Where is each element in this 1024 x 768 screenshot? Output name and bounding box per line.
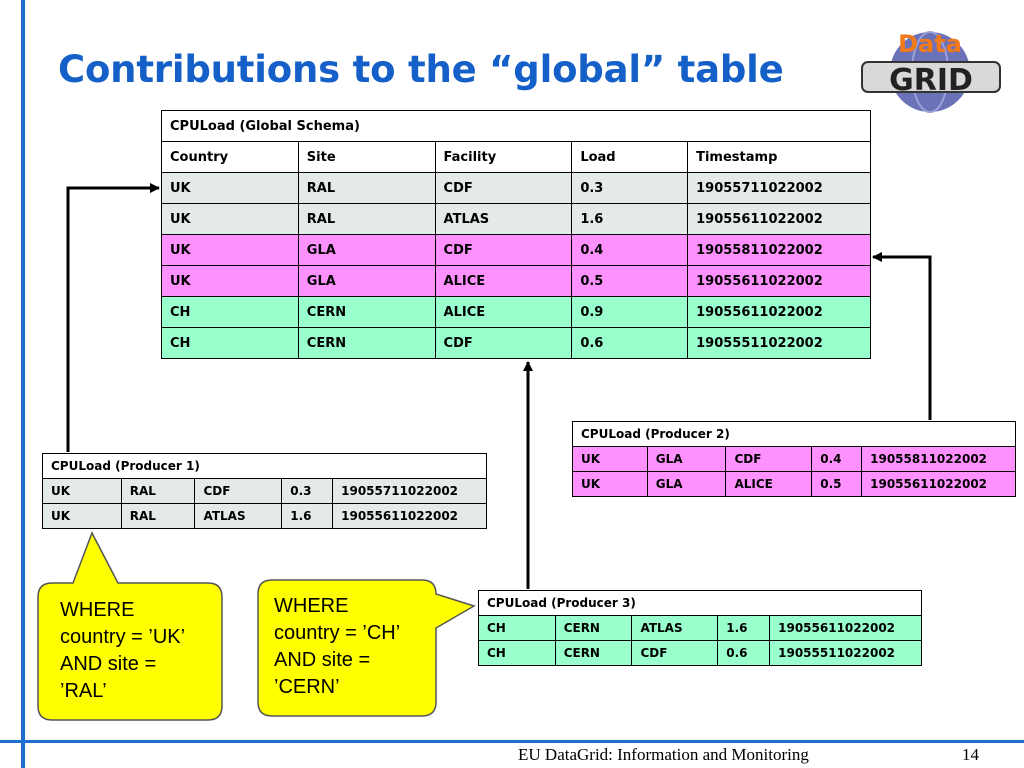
- table-cell: ALICE: [434, 265, 573, 297]
- table-cell: CDF: [631, 640, 719, 666]
- callout2-text: WHERE country = ’CH’ AND site = ’CERN’: [274, 593, 400, 701]
- table-cell: CH: [161, 296, 299, 328]
- table-cell: 1.6: [717, 615, 771, 641]
- table-cell: 19055611022002: [861, 471, 1016, 497]
- table-cell: 19055711022002: [332, 478, 487, 504]
- table-cell: CH: [478, 615, 556, 641]
- table-cell: UK: [161, 172, 299, 204]
- table-cell: 19055511022002: [769, 640, 922, 666]
- table-cell: 0.9: [571, 296, 689, 328]
- column-header: Timestamp: [687, 141, 871, 173]
- callout-line: AND site =: [60, 653, 157, 675]
- callout-line: country = ’UK’: [60, 626, 186, 648]
- table-row: CH CERN CDF 0.6 19055511022002: [478, 640, 922, 666]
- table-row: UK GLA CDF 0.4 19055811022002: [161, 234, 871, 266]
- table-cell: RAL: [120, 478, 196, 504]
- table-cell: RAL: [297, 172, 436, 204]
- callout-line: country = ’CH’: [274, 622, 401, 644]
- table-row: UK GLA ALICE 0.5 19055611022002: [572, 471, 1016, 497]
- table-cell: 0.3: [571, 172, 689, 204]
- producer2-table: CPULoad (Producer 2) UK GLA CDF 0.4 19055811…: [572, 421, 1016, 497]
- svg-text:GRID: GRID: [889, 63, 973, 98]
- callout-line: WHERE: [274, 595, 349, 617]
- table-cell: 19055611022002: [769, 615, 922, 641]
- table-row: UK GLA CDF 0.4 19055811022002: [572, 446, 1016, 472]
- slide-title: Contributions to the “global” table: [58, 48, 784, 91]
- table-cell: 0.4: [571, 234, 689, 266]
- table-cell: ATLAS: [194, 503, 283, 529]
- table-row: CH CERN CDF 0.6 19055511022002: [161, 327, 871, 359]
- callout-line: ’RAL’: [60, 680, 107, 702]
- table-row: UK GLA ALICE 0.5 19055611022002: [161, 265, 871, 297]
- global-schema-table: CPULoad (Global Schema) Country Site Fac…: [161, 110, 871, 359]
- column-header: Site: [297, 141, 436, 173]
- table-cell: RAL: [297, 203, 436, 235]
- datagrid-logo: GRID Data: [861, 30, 1001, 113]
- producer1-table: CPULoad (Producer 1) UK RAL CDF 0.3 19055711…: [42, 453, 487, 529]
- table-row: UK RAL CDF 0.3 19055711022002: [42, 478, 487, 504]
- page-number: 14: [962, 745, 979, 764]
- arrow-producer2-to-global: [872, 252, 932, 420]
- table-cell: ALICE: [725, 471, 813, 497]
- table-cell: GLA: [297, 265, 436, 297]
- table-caption: CPULoad (Producer 3): [478, 590, 922, 616]
- callout1-shape: [37, 531, 223, 721]
- table-cell: UK: [572, 471, 648, 497]
- table-cell: 19055511022002: [687, 327, 871, 359]
- table-cell: UK: [572, 446, 648, 472]
- callout-line: AND site =: [274, 649, 371, 671]
- table-cell: 19055711022002: [687, 172, 871, 204]
- table-cell: GLA: [646, 446, 727, 472]
- callout-line: ’CERN’: [274, 676, 340, 698]
- table-row: CH CERN ALICE 0.9 19055611022002: [161, 296, 871, 328]
- callout1-text: WHERE country = ’UK’ AND site = ’RAL’: [60, 597, 185, 705]
- table-cell: UK: [161, 234, 299, 266]
- table-cell: CDF: [725, 446, 813, 472]
- table-cell: CH: [161, 327, 299, 359]
- table-cell: 0.6: [717, 640, 771, 666]
- table-cell: 0.5: [571, 265, 689, 297]
- table-row: CH CERN ATLAS 1.6 19055611022002: [478, 615, 922, 641]
- table-cell: ALICE: [434, 296, 573, 328]
- table-cell: CERN: [554, 640, 633, 666]
- table-cell: UK: [42, 503, 122, 529]
- left-accent-bar: [21, 0, 25, 768]
- table-cell: CDF: [434, 327, 573, 359]
- svg-text:Data: Data: [898, 30, 962, 58]
- table-cell: GLA: [646, 471, 727, 497]
- table-cell: 0.6: [571, 327, 689, 359]
- table-cell: 0.4: [811, 446, 863, 472]
- column-header: Facility: [434, 141, 573, 173]
- table-cell: 19055611022002: [332, 503, 487, 529]
- table-row: UK RAL ATLAS 1.6 19055611022002: [42, 503, 487, 529]
- table-caption: CPULoad (Global Schema): [161, 110, 871, 142]
- bottom-accent-bar: [0, 740, 1024, 743]
- table-cell: CERN: [297, 296, 436, 328]
- table-cell: 1.6: [281, 503, 334, 529]
- callout-line: WHERE: [60, 599, 135, 621]
- arrow-producer1-to-global: [66, 183, 160, 452]
- table-cell: UK: [42, 478, 122, 504]
- table-cell: 19055611022002: [687, 296, 871, 328]
- table-cell: CERN: [297, 327, 436, 359]
- callout2-shape: [257, 579, 476, 717]
- column-header: Country: [161, 141, 299, 173]
- producer3-table: CPULoad (Producer 3) CH CERN ATLAS 1.6 19055…: [478, 590, 922, 666]
- table-cell: RAL: [120, 503, 196, 529]
- table-cell: ATLAS: [434, 203, 573, 235]
- footer-text: EU DataGrid: Information and Monitoring: [518, 745, 809, 764]
